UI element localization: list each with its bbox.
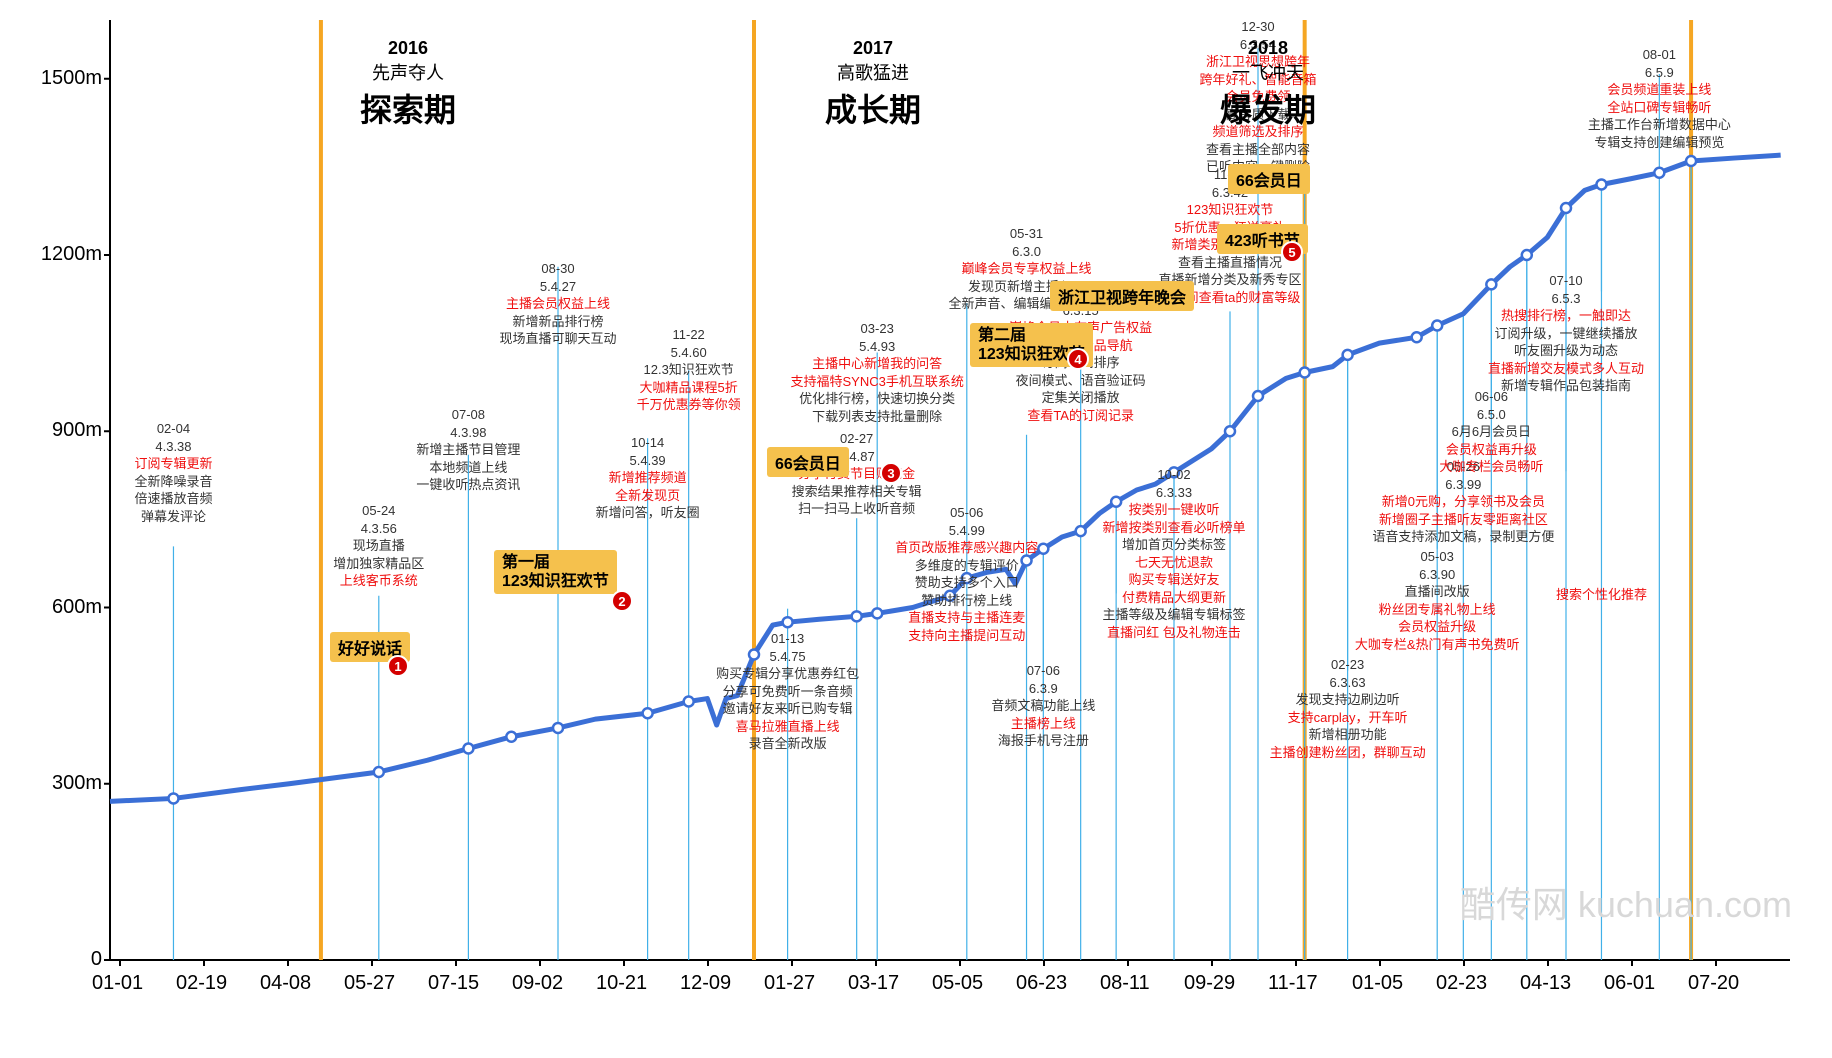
version-annotation: 05-244.3.56现场直播增加独家精品区上线客币系统 [333,502,424,590]
event-label: 第一届123知识狂欢节 [494,550,617,594]
x-tick-label: 06-23 [1016,972,1067,995]
version-annotation: 11-225.4.6012.3知识狂欢节大咖精品课程5折千万优惠券等你领 [637,326,741,414]
version-annotation: 07-106.5.3热搜排行榜，一触即达订阅升级，一键继续播放听友圈升级为动态直… [1488,272,1644,395]
event-marker: 3 [880,462,902,484]
x-tick-label: 09-02 [512,972,563,995]
y-tick-label: 1200m [32,243,102,266]
version-annotation: 05-065.4.99首页改版推荐感兴趣内容多维度的专辑评价赞助支持多个入口赞助… [895,504,1038,644]
event-marker: 1 [387,655,409,677]
x-tick-label: 07-15 [428,972,479,995]
event-label: 浙江卫视跨年晚会 [1050,281,1194,311]
x-tick-label: 04-13 [1520,972,1571,995]
event-marker: 5 [1281,241,1303,263]
x-tick-label: 01-05 [1352,972,1403,995]
event-label: 66会员日 [767,447,849,477]
x-tick-label: 02-23 [1436,972,1487,995]
x-tick-label: 08-11 [1100,972,1150,995]
version-annotation: 07-084.3.98新增主播节目管理本地频道上线一键收听热点资讯 [416,406,520,494]
y-tick-label: 600m [32,596,102,619]
watermark: 酷传网 kuchuan.com [1460,876,1792,928]
version-annotation: 02-236.3.63发现支持边刷边听支持carplay，开车听新增相册功能主播… [1270,656,1426,761]
version-annotation: 10-026.3.33按类别一键收听新增按类别查看必听榜单增加首页分类标签七天无… [1102,466,1245,641]
y-tick-label: 1500m [32,67,102,90]
period-title: 2017高歌猛进成长期 [825,38,921,131]
version-annotation: 08-016.5.9会员频道重装上线全站口碑专辑畅听主播工作台新增数据中心专辑支… [1588,46,1731,151]
version-annotation: 03-235.4.93主播中心新增我的问答支持福特SYNC3手机互联系统优化排行… [791,320,964,425]
x-tick-label: 01-01 [92,972,143,995]
version-annotation: 05-036.3.90直播间改版粉丝团专属礼物上线会员权益升级大咖专栏&热门有声… [1355,548,1520,653]
event-marker: 2 [611,590,633,612]
x-tick-label: 10-21 [596,972,647,995]
version-annotation: 08-305.4.27主播会员权益上线新增新品排行榜现场直播可聊天互动 [499,260,616,348]
period-title: 2016先声夺人探索期 [360,38,456,131]
version-annotation: 06-066.5.06月6月会员日会员权益再升级大咖专栏会员畅听 [1439,388,1543,476]
version-annotation: 搜索个性化推荐 [1556,586,1647,604]
version-annotation: 07-066.3.9音频文稿功能上线主播榜上线海报手机号注册 [991,662,1095,750]
y-tick-label: 300m [32,772,102,795]
event-marker: 4 [1067,348,1089,370]
x-tick-label: 12-09 [680,972,731,995]
x-tick-label: 04-08 [260,972,311,995]
y-tick-label: 0 [32,948,102,971]
period-title: 2018一飞冲天爆发期 [1220,38,1316,131]
x-tick-label: 09-29 [1184,972,1235,995]
x-tick-label: 06-01 [1604,972,1655,995]
x-tick-label: 11-17 [1268,972,1318,995]
x-tick-label: 05-05 [932,972,983,995]
y-tick-label: 900m [32,419,102,442]
version-annotation: 01-135.4.75购买专辑分享优惠券红包分享可免费听一条音频邀请好友来听已购… [716,630,859,753]
x-tick-label: 02-19 [176,972,227,995]
x-tick-label: 03-17 [848,972,899,995]
x-tick-label: 07-20 [1688,972,1739,995]
x-tick-label: 01-27 [764,972,815,995]
version-annotation: 10-145.4.39新增推荐频道全新发现页新增问答，听友圈 [596,434,700,522]
version-annotation: 02-044.3.38订阅专辑更新全新降噪录音倍速播放音频弹幕发评论 [134,420,212,525]
event-label: 66会员日 [1228,164,1310,194]
x-tick-label: 05-27 [344,972,395,995]
